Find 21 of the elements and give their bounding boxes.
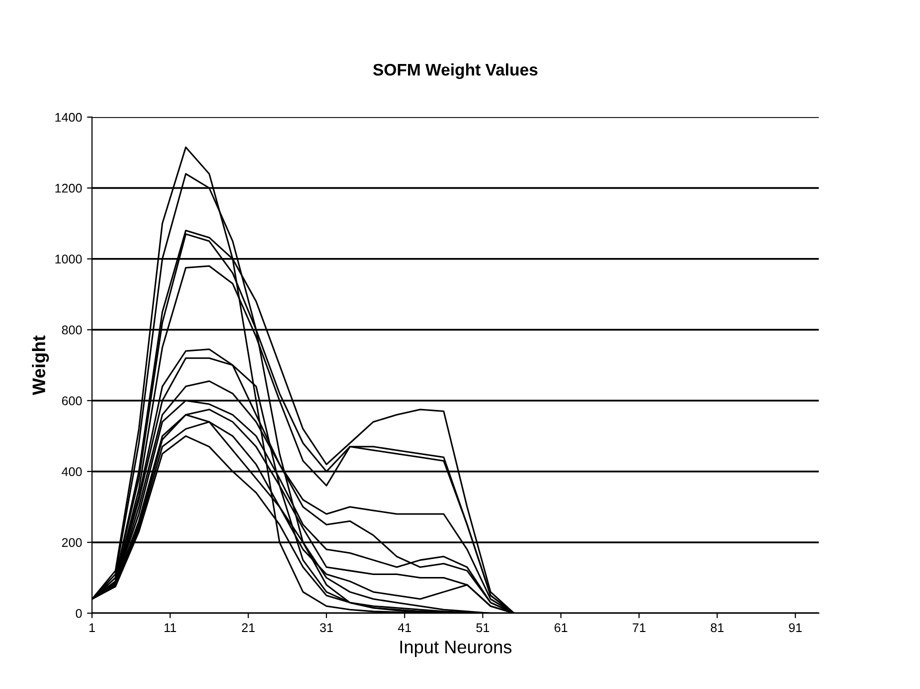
x-tick-label: 1 <box>89 623 95 632</box>
chart-title: SOFM Weight Values <box>373 63 538 79</box>
x-tick-label: 31 <box>320 623 333 632</box>
y-tick-label: 600 <box>62 396 82 406</box>
x-tick-label: 61 <box>554 623 568 632</box>
x-tick-label: 71 <box>632 623 646 632</box>
x-tick-label: 41 <box>398 623 411 632</box>
x-tick-label: 91 <box>788 623 802 632</box>
y-tick-label: 400 <box>62 467 82 476</box>
y-tick-label: 200 <box>62 538 82 547</box>
x-tick-label: 51 <box>476 623 490 632</box>
x-tick-label: 11 <box>164 623 176 632</box>
y-tick-label: 1200 <box>55 184 82 193</box>
y-tick-label: 1400 <box>55 112 82 122</box>
y-tick-label: 0 <box>76 609 82 618</box>
y-tick-label: 1000 <box>55 254 82 264</box>
x-tick-label: 81 <box>710 623 724 632</box>
y-tick-label: 800 <box>62 326 82 334</box>
x-tick-label: 21 <box>242 623 255 632</box>
x-axis-title: Input Neurons <box>400 640 512 657</box>
y-axis-title: Weight <box>32 335 49 396</box>
